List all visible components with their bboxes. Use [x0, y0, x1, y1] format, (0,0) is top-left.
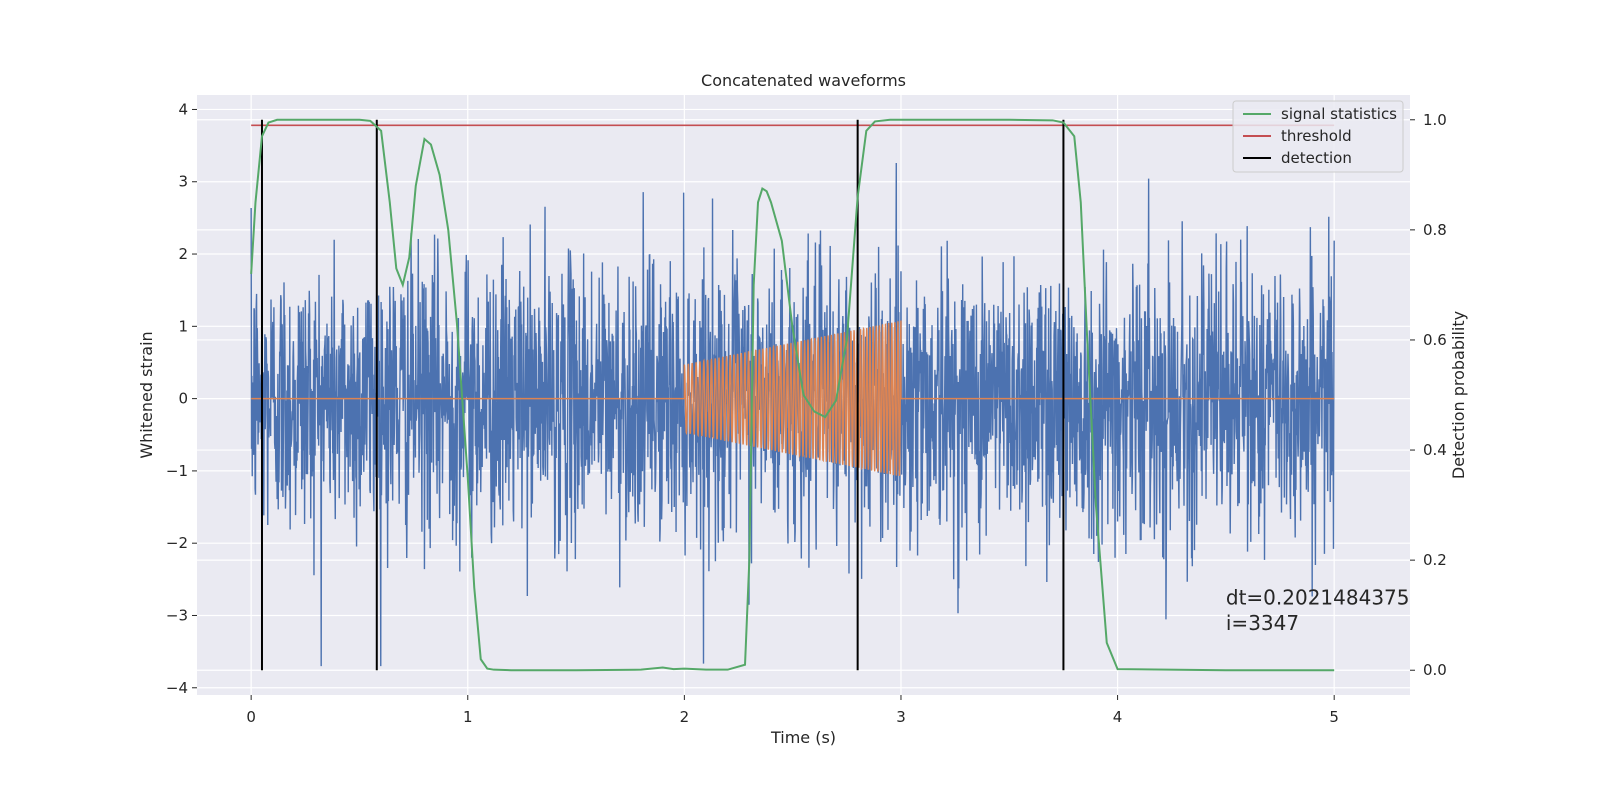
legend-label: signal statistics: [1281, 105, 1397, 123]
y-right-tick-label: 0.8: [1423, 221, 1447, 239]
y-left-tick-label: 4: [178, 100, 188, 118]
y-right-tick-label: 0.4: [1423, 441, 1447, 459]
legend-label: threshold: [1281, 127, 1352, 145]
axes-layer: 0 1 2 3 4 5 −4 −3 −2 −1 0 1 2 3 4 0.0 0.2 0.4 0.6 0.8 1.0: [166, 100, 1447, 726]
y-right-tick-label: 0.0: [1423, 661, 1447, 679]
y-right-tick-label: 0.6: [1423, 331, 1447, 349]
y-left-tick-label: −3: [166, 606, 188, 624]
x-tick-label: 4: [1113, 708, 1123, 726]
annotation-text: i=3347: [1226, 611, 1299, 635]
chart-title: Concatenated waveforms: [701, 71, 906, 90]
y-left-tick-label: −4: [166, 679, 188, 697]
y-left-tick-label: 2: [178, 245, 188, 263]
y-right-tick-label: 1.0: [1423, 111, 1447, 129]
legend: signal statistics threshold detection: [1232, 100, 1404, 173]
series-layer: [250, 118, 1335, 672]
series-noise-line: [250, 163, 1335, 667]
annotation-text: dt=0.2021484375: [1226, 586, 1410, 610]
series-chirp-line: [251, 320, 1335, 476]
y-left-tick-label: 0: [178, 390, 188, 408]
y-axis-label-right: Detection probability: [1449, 311, 1468, 479]
x-tick-label: 5: [1329, 708, 1339, 726]
series-signal-statistics-line: [250, 118, 1335, 672]
x-tick-label: 2: [680, 708, 690, 726]
y-left-tick-label: 1: [178, 317, 188, 335]
annotation-layer: dt=0.2021484375 i=3347: [1226, 586, 1410, 635]
y-left-tick-label: −2: [166, 534, 188, 552]
x-tick-label: 1: [463, 708, 473, 726]
y-left-tick-label: −1: [166, 462, 188, 480]
x-tick-label: 3: [896, 708, 906, 726]
legend-box: [1232, 100, 1404, 173]
y-left-tick-label: 3: [178, 173, 188, 191]
y-right-tick-label: 0.2: [1423, 551, 1447, 569]
legend-label: detection: [1281, 149, 1352, 167]
x-tick-label: 0: [246, 708, 256, 726]
y-axis-label-left: Whitened strain: [137, 331, 156, 458]
x-axis-label: Time (s): [770, 728, 836, 747]
